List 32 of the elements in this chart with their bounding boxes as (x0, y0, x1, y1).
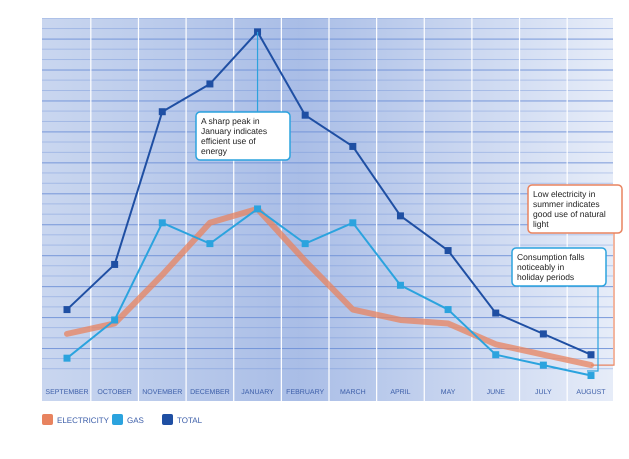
point (302, 240, 309, 248)
point (158, 219, 166, 226)
callout: A sharp peak in January indicates efficient use of energy (195, 31, 291, 161)
point (444, 306, 452, 314)
point (540, 330, 547, 338)
point (588, 351, 594, 358)
point (206, 80, 214, 88)
point (64, 306, 70, 314)
point (64, 354, 70, 362)
point (396, 282, 404, 289)
point (254, 205, 262, 212)
point (158, 108, 166, 116)
legend-label: ELECTRICITY (57, 416, 110, 425)
point (206, 240, 214, 248)
point (492, 351, 500, 358)
point (492, 310, 500, 317)
point (111, 260, 118, 268)
point (588, 372, 594, 380)
point (254, 28, 262, 36)
point (396, 212, 404, 220)
legend-label: TOTAL (177, 416, 203, 425)
point (302, 112, 309, 119)
callout: Consumption falls noticeably in holiday periods (511, 247, 607, 372)
point (349, 219, 356, 226)
point (444, 247, 452, 254)
annotation: A sharp peak in January indicates efficient use of energy (201, 116, 268, 156)
annotation: Consumption falls noticeably in holiday periods (517, 252, 585, 282)
legend-label: GAS (127, 416, 144, 425)
point (349, 142, 356, 150)
annotation: Low electricity in summer indicates good use of natural light (533, 189, 606, 229)
point (111, 316, 118, 324)
point (540, 362, 547, 369)
